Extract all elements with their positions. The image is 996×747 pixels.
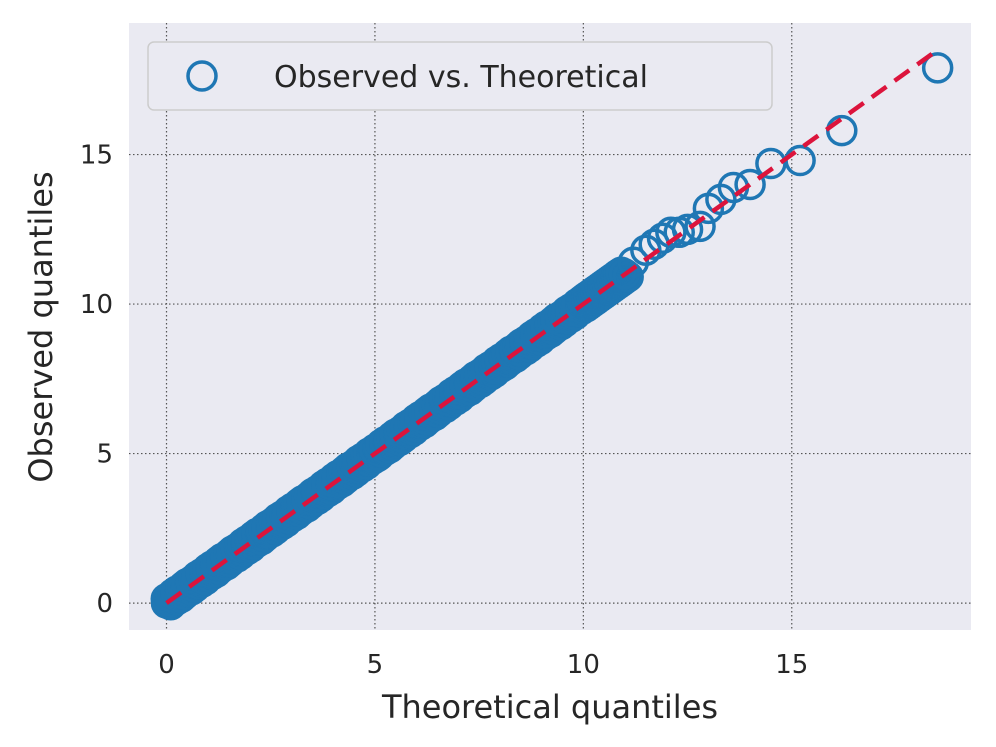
y-tick-label: 5 <box>96 440 113 470</box>
y-tick-label: 10 <box>80 290 113 320</box>
y-tick-label: 15 <box>80 141 113 171</box>
legend: Observed vs. Theoretical <box>147 41 773 111</box>
x-tick-label: 0 <box>158 650 175 680</box>
y-tick-label: 0 <box>96 589 113 619</box>
scatter-point <box>671 213 704 246</box>
x-axis-title: Theoretical quantiles <box>381 688 718 726</box>
scatter-point <box>684 210 716 243</box>
reference-line <box>165 48 939 605</box>
x-tick-label: 10 <box>567 650 600 680</box>
x-tick-label: 15 <box>775 650 808 680</box>
scatter-point <box>734 168 766 201</box>
legend-marker-icon <box>186 60 218 92</box>
reference-dashed-line <box>165 48 939 605</box>
tick-labels: 0 5 10 15 0 5 10 15 <box>80 141 808 680</box>
legend-label: Observed vs. Theoretical <box>274 60 648 95</box>
scatter-point <box>655 216 687 249</box>
scatter-point <box>612 260 644 293</box>
scatter-points <box>150 52 954 621</box>
grid-lines <box>129 23 971 630</box>
y-axis-title: Observed quantiles <box>22 171 60 482</box>
scatter-point <box>630 234 662 267</box>
scatter-point <box>921 52 954 84</box>
legend-box <box>147 41 773 111</box>
x-tick-label: 5 <box>367 650 384 680</box>
